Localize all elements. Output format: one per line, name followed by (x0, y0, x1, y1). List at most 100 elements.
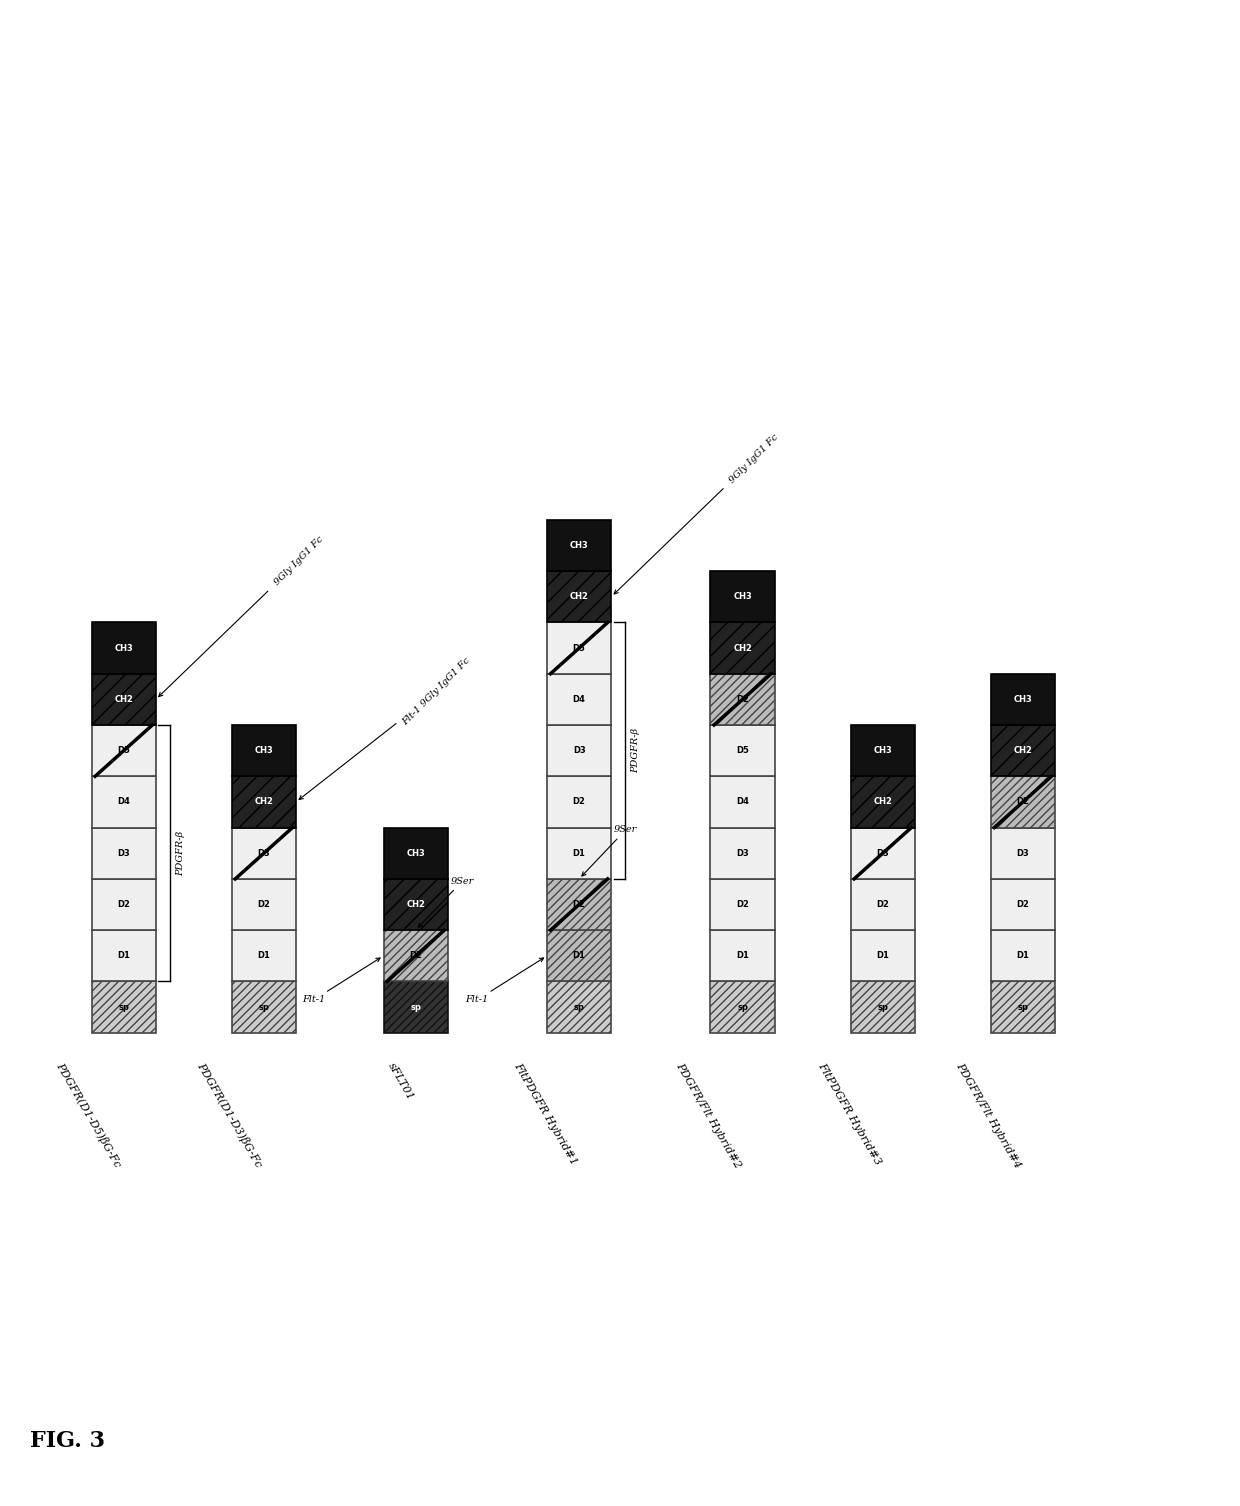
Bar (92, 880, 156, 931)
Text: CH3: CH3 (873, 745, 892, 755)
Text: PDGFR-β: PDGFR-β (631, 727, 640, 773)
Text: PDGFR(D1-D3)βG-Fc: PDGFR(D1-D3)βG-Fc (195, 1060, 264, 1170)
Bar (92, 622, 156, 673)
Text: D1: D1 (258, 952, 270, 961)
Text: CH2: CH2 (733, 643, 751, 652)
Text: CH3: CH3 (733, 592, 751, 601)
Bar (991, 776, 1055, 828)
Bar (991, 880, 1055, 931)
Text: D3: D3 (1017, 849, 1029, 858)
Text: PDGFR(D1-D5)βG-Fc: PDGFR(D1-D5)βG-Fc (55, 1060, 124, 1170)
Text: sp: sp (118, 1003, 129, 1012)
Bar (92, 828, 156, 880)
Text: sp: sp (737, 1003, 748, 1012)
Text: PDGFR/Flt Hybrid#2: PDGFR/Flt Hybrid#2 (675, 1060, 743, 1170)
Text: D5: D5 (737, 745, 749, 755)
Text: CH2: CH2 (1013, 745, 1033, 755)
Text: D2: D2 (409, 952, 422, 961)
Text: CH3: CH3 (569, 541, 589, 550)
Text: CH3: CH3 (407, 849, 425, 858)
Bar (711, 622, 775, 673)
Text: Flt-1: Flt-1 (465, 958, 543, 1005)
Bar (991, 673, 1055, 724)
Text: sFLT01: sFLT01 (386, 1060, 415, 1102)
Bar (92, 776, 156, 828)
Bar (711, 673, 775, 724)
Text: D3: D3 (118, 849, 130, 858)
Text: PDGFR/Flt Hybrid#4: PDGFR/Flt Hybrid#4 (955, 1060, 1023, 1170)
Bar (711, 828, 775, 880)
Bar (232, 982, 296, 1033)
Bar (547, 571, 611, 622)
Text: D3: D3 (877, 849, 889, 858)
Text: D5: D5 (118, 745, 130, 755)
Text: D5: D5 (573, 643, 585, 652)
Bar (711, 724, 775, 776)
Bar (547, 724, 611, 776)
Bar (991, 724, 1055, 776)
Text: sp: sp (258, 1003, 269, 1012)
Text: FltPDGFR Hybrid#1: FltPDGFR Hybrid#1 (512, 1060, 579, 1167)
Text: D1: D1 (573, 952, 585, 961)
Bar (92, 982, 156, 1033)
Bar (851, 880, 915, 931)
Text: D2: D2 (1017, 798, 1029, 806)
Bar (547, 931, 611, 982)
Bar (547, 622, 611, 673)
Bar (851, 982, 915, 1033)
Text: D1: D1 (877, 952, 889, 961)
Bar (383, 880, 448, 931)
Text: 9Gly IgG1 Fc: 9Gly IgG1 Fc (159, 535, 325, 697)
Text: FIG. 3: FIG. 3 (30, 1431, 105, 1452)
Bar (711, 776, 775, 828)
Text: 9Ser: 9Ser (418, 876, 474, 928)
Text: CH2: CH2 (254, 798, 273, 806)
Text: D2: D2 (573, 901, 585, 910)
Bar (991, 931, 1055, 982)
Text: D4: D4 (118, 798, 130, 806)
Bar (232, 931, 296, 982)
Bar (383, 828, 448, 880)
Bar (711, 982, 775, 1033)
Text: D2: D2 (258, 901, 270, 910)
Bar (92, 931, 156, 982)
Text: D2: D2 (737, 901, 749, 910)
Text: 9Gly IgG1 Fc: 9Gly IgG1 Fc (614, 432, 780, 593)
Bar (991, 828, 1055, 880)
Bar (991, 982, 1055, 1033)
Bar (547, 673, 611, 724)
Bar (232, 724, 296, 776)
Text: D1: D1 (118, 952, 130, 961)
Bar (383, 931, 448, 982)
Text: CH2: CH2 (407, 901, 425, 910)
Text: D2: D2 (573, 798, 585, 806)
Text: D2: D2 (1017, 901, 1029, 910)
Bar (851, 828, 915, 880)
Bar (851, 776, 915, 828)
Bar (711, 571, 775, 622)
Text: D4: D4 (737, 798, 749, 806)
Text: D4: D4 (573, 694, 585, 703)
Text: D1: D1 (1017, 952, 1029, 961)
Text: D3: D3 (573, 745, 585, 755)
Text: D1: D1 (573, 849, 585, 858)
Text: CH3: CH3 (114, 643, 133, 652)
Text: D3: D3 (737, 849, 749, 858)
Bar (92, 673, 156, 724)
Text: FltPDGFR Hybrid#3: FltPDGFR Hybrid#3 (816, 1060, 883, 1167)
Bar (547, 828, 611, 880)
Text: 9Ser: 9Ser (582, 825, 637, 876)
Text: Flt-1: Flt-1 (301, 958, 381, 1005)
Text: CH2: CH2 (114, 694, 133, 703)
Text: CH3: CH3 (254, 745, 273, 755)
Text: Flt-1 9Gly IgG1 Fc: Flt-1 9Gly IgG1 Fc (299, 657, 472, 800)
Text: PDGFR-β: PDGFR-β (176, 831, 185, 876)
Text: D2: D2 (118, 901, 130, 910)
Bar (711, 931, 775, 982)
Bar (851, 724, 915, 776)
Text: CH2: CH2 (569, 592, 589, 601)
Text: D1: D1 (737, 952, 749, 961)
Bar (547, 776, 611, 828)
Bar (711, 880, 775, 931)
Bar (232, 776, 296, 828)
